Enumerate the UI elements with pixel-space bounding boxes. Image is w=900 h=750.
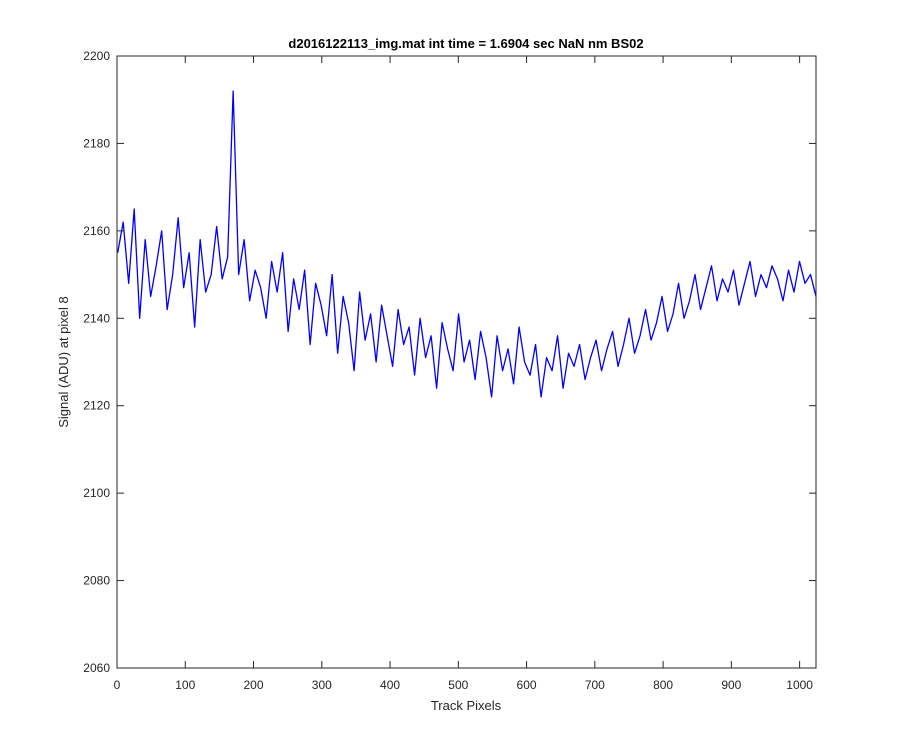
x-tick-label: 700 xyxy=(585,678,605,692)
y-tick-label: 2120 xyxy=(83,399,110,413)
x-tick-label: 300 xyxy=(312,678,332,692)
chart-title: d2016122113_img.mat int time = 1.6904 se… xyxy=(288,36,643,51)
plot-area xyxy=(117,56,816,668)
y-tick-label: 2100 xyxy=(83,486,110,500)
axes-box xyxy=(116,55,817,669)
x-tick-label: 800 xyxy=(653,678,673,692)
x-axis-ticks: 0 100 200 300 400 500 600 700 800 900 1000 xyxy=(114,56,813,692)
x-axis-label: Track Pixels xyxy=(431,698,502,713)
x-tick-label: 0 xyxy=(114,678,121,692)
y-tick-label: 2160 xyxy=(83,224,110,238)
series-line xyxy=(117,90,817,398)
y-axis-ticks: 2060 2080 2100 2120 2140 2160 2180 2200 xyxy=(83,49,816,675)
y-tick-label: 2180 xyxy=(83,136,110,150)
x-tick-label: 1000 xyxy=(786,678,813,692)
x-tick-label: 600 xyxy=(517,678,537,692)
y-tick-label: 2200 xyxy=(83,49,110,63)
y-axis-label: Signal (ADU) at pixel 8 xyxy=(56,296,71,428)
x-tick-label: 500 xyxy=(448,678,468,692)
y-tick-label: 2060 xyxy=(83,661,110,675)
series-layer xyxy=(117,90,817,398)
x-tick-label: 200 xyxy=(244,678,264,692)
x-tick-label: 900 xyxy=(721,678,741,692)
x-tick-label: 100 xyxy=(175,678,195,692)
x-tick-label: 400 xyxy=(380,678,400,692)
y-tick-label: 2140 xyxy=(83,311,110,325)
y-tick-label: 2080 xyxy=(83,574,110,588)
